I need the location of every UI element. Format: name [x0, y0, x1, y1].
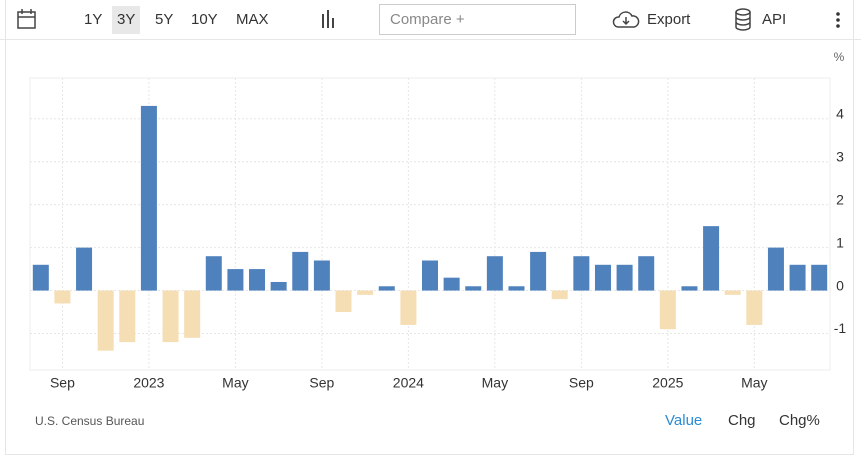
- bar: [724, 290, 741, 295]
- source: U.S. Census Bureau: [35, 414, 145, 428]
- chart-type-icon[interactable]: [320, 0, 340, 40]
- x-tick-label: 2024: [393, 375, 424, 391]
- menu-icon[interactable]: [833, 0, 843, 40]
- range-button[interactable]: 3Y: [112, 6, 141, 34]
- view-button[interactable]: Chg: [728, 412, 756, 429]
- bar: [378, 286, 395, 291]
- bar: [789, 264, 806, 291]
- bar: [465, 286, 482, 291]
- x-tick-label: Sep: [569, 375, 594, 391]
- download-arrow: [622, 17, 630, 26]
- export-button[interactable]: Export: [647, 11, 691, 28]
- bar: [508, 286, 525, 291]
- bar: [422, 260, 438, 291]
- bar: [227, 269, 244, 291]
- icon-bar: [322, 14, 324, 28]
- y-tick-label: 2: [836, 191, 844, 207]
- view-button[interactable]: Value: [665, 412, 703, 429]
- bar: [292, 251, 309, 291]
- bar: [486, 256, 503, 291]
- y-tick-label: 1: [836, 234, 844, 250]
- bar: [594, 264, 611, 291]
- bar: [270, 281, 287, 291]
- bar: [767, 247, 784, 291]
- y-unit: %: [834, 50, 845, 64]
- calendar-icon[interactable]: [15, 0, 45, 40]
- y-tick-label: 4: [836, 105, 844, 121]
- bar: [530, 251, 547, 291]
- cloud: [612, 11, 640, 28]
- bar: [616, 264, 633, 291]
- bar: [140, 105, 157, 291]
- x-tick-label: Sep: [50, 375, 75, 391]
- dot: [836, 24, 840, 28]
- bar: [97, 290, 114, 351]
- dot: [836, 12, 840, 16]
- x-tick-label: May: [482, 375, 508, 391]
- range-button[interactable]: 5Y: [155, 11, 174, 28]
- bar: [573, 256, 590, 291]
- icon-bar: [327, 10, 329, 28]
- range-button[interactable]: 10Y: [191, 11, 218, 28]
- y-tick-label: 0: [836, 277, 844, 293]
- dot: [836, 18, 840, 22]
- bar: [681, 286, 698, 291]
- bar: [551, 290, 568, 300]
- y-tick-label: -1: [834, 320, 847, 336]
- bar: [249, 269, 266, 291]
- bar: [54, 290, 71, 304]
- x-tick-label: May: [222, 375, 248, 391]
- y-tick-label: 3: [836, 148, 844, 164]
- bar: [659, 290, 676, 330]
- api-button[interactable]: API: [762, 11, 787, 28]
- bar: [313, 260, 330, 291]
- x-tick-label: Sep: [309, 375, 334, 391]
- database-icon[interactable]: [733, 0, 757, 40]
- x-tick-label: 2025: [652, 375, 683, 391]
- bar: [443, 277, 460, 291]
- plot-frame: [29, 77, 831, 371]
- bar: [184, 290, 201, 338]
- db-body: [735, 12, 751, 31]
- range-button[interactable]: 1Y: [84, 11, 103, 28]
- bar: [205, 256, 222, 291]
- bar: [32, 264, 49, 291]
- calendar-body: [17, 11, 36, 29]
- chart: % -1 0 1 2 3 4 Sep 2023 May Sep 2024 May Sep 2025 May: [29, 50, 847, 391]
- x-tick-label: May: [741, 375, 767, 391]
- view-button[interactable]: Chg%: [779, 412, 820, 429]
- bar: [811, 264, 828, 291]
- bar: [335, 290, 352, 313]
- bar: [638, 256, 655, 291]
- frame: [5, 0, 854, 455]
- icon-bar: [332, 18, 334, 28]
- bar: [119, 290, 136, 343]
- range-button[interactable]: MAX: [236, 11, 269, 28]
- bar: [162, 290, 179, 343]
- bar: [703, 226, 720, 291]
- bar: [357, 290, 374, 295]
- bar: [746, 290, 763, 325]
- bar: [76, 247, 93, 291]
- compare-input[interactable]: Compare +: [379, 4, 576, 35]
- bar: [400, 290, 417, 325]
- cloud-icon[interactable]: [612, 0, 642, 40]
- toolbar: 1Y 3Y 5Y 10Y MAX Compare + Export API: [0, 0, 861, 40]
- x-tick-label: 2023: [133, 375, 164, 391]
